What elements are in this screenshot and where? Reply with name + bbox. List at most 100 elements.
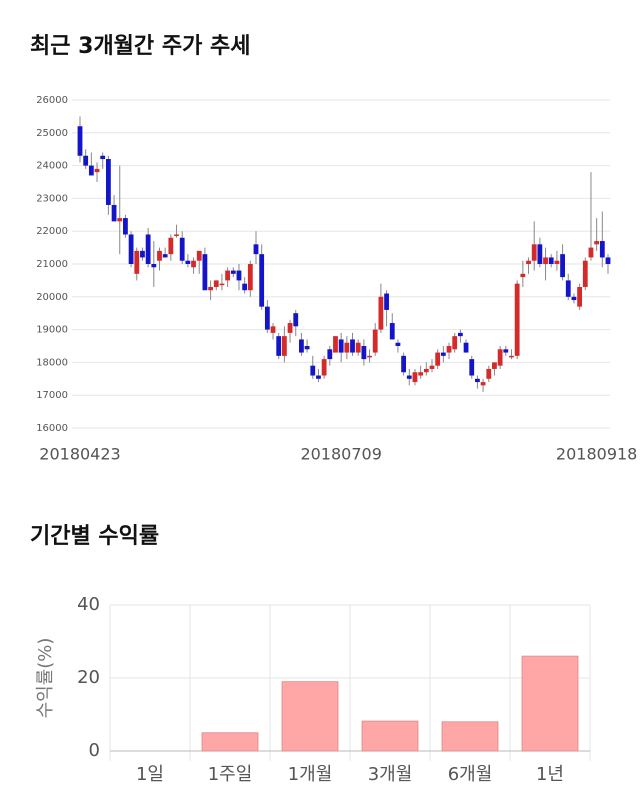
x-tick-label: 3개월 xyxy=(368,764,413,785)
candle-body xyxy=(429,365,435,369)
candle-body xyxy=(242,283,248,291)
candle-body xyxy=(378,296,384,330)
candle-body xyxy=(83,155,89,166)
candle-body xyxy=(509,355,514,358)
y-tick-label: 24000 xyxy=(36,161,68,172)
y-tick-label: 18000 xyxy=(36,357,68,368)
candle-body xyxy=(457,332,463,337)
candle-body xyxy=(503,349,509,353)
candle-body xyxy=(531,244,537,261)
candle-body xyxy=(174,234,179,236)
candle-body xyxy=(316,375,321,379)
candle-body xyxy=(418,372,424,376)
candle-body xyxy=(537,244,543,264)
candle-body xyxy=(247,264,253,291)
candle-body xyxy=(128,234,134,264)
candle-body xyxy=(111,204,117,222)
x-tick-label: 1주일 xyxy=(208,764,253,785)
y-tick-label: 19000 xyxy=(36,325,68,336)
candle-body xyxy=(605,257,611,264)
candle-body xyxy=(571,296,577,301)
y-tick-label: 17000 xyxy=(36,390,68,401)
x-tick-label: 1년 xyxy=(536,764,564,785)
candle-body xyxy=(446,346,452,353)
chart-title: 기간별 수익률 xyxy=(30,524,159,549)
candle-body xyxy=(338,339,344,353)
candle-body xyxy=(123,218,128,235)
y-tick-label: 23000 xyxy=(36,193,68,204)
x-tick-label: 1일 xyxy=(136,764,164,785)
candle-body xyxy=(117,218,123,222)
candle-body xyxy=(406,375,412,379)
candle-body xyxy=(401,355,407,373)
candle-body xyxy=(582,260,588,287)
candle-body xyxy=(264,306,270,330)
candle-body xyxy=(565,280,571,297)
candle-body xyxy=(440,352,446,356)
bar xyxy=(521,655,579,752)
x-tick-label: 20180423 xyxy=(39,445,120,464)
candle-body xyxy=(151,264,157,268)
candle-body xyxy=(134,250,140,274)
candle-body xyxy=(350,339,355,353)
y-tick-label: 20 xyxy=(77,667,100,688)
candle-body xyxy=(281,336,287,356)
y-tick-label: 40 xyxy=(77,594,100,615)
candle-body xyxy=(435,352,441,366)
candle-body xyxy=(554,260,560,264)
candle-body xyxy=(333,336,338,353)
candle-body xyxy=(526,260,531,264)
y-tick-label: 16000 xyxy=(36,423,68,434)
candle-body xyxy=(225,270,231,281)
candle-body xyxy=(191,260,196,268)
candle-body xyxy=(543,257,548,264)
candle-body xyxy=(185,260,191,264)
candle-body xyxy=(367,355,372,358)
candle-body xyxy=(293,313,299,327)
bar xyxy=(201,732,259,752)
candle-body xyxy=(259,254,265,307)
candle-body xyxy=(423,368,429,373)
candle-body xyxy=(599,241,605,258)
y-tick-label: 22000 xyxy=(36,226,68,237)
candle-body xyxy=(361,346,367,360)
candle-body xyxy=(276,336,282,356)
candle-body xyxy=(594,241,600,245)
candle-body xyxy=(548,257,554,264)
candle-body xyxy=(497,349,503,366)
candle-body xyxy=(492,362,497,369)
candle-body xyxy=(344,342,350,353)
candle-body xyxy=(145,234,151,264)
candle-body xyxy=(395,342,401,346)
y-tick-label: 26000 xyxy=(36,95,68,106)
y-tick-label: 0 xyxy=(89,740,100,761)
candle-body xyxy=(208,286,213,291)
candle-body xyxy=(270,326,276,333)
candle-body xyxy=(588,247,594,258)
y-tick-label: 25000 xyxy=(36,128,68,139)
candle-body xyxy=(168,237,174,255)
candle-body xyxy=(202,254,208,291)
candle-body xyxy=(140,250,145,258)
candle-body xyxy=(469,359,475,376)
x-tick-label: 1개월 xyxy=(288,764,333,785)
x-tick-label: 20180918 xyxy=(556,445,637,464)
candle-body xyxy=(355,342,361,353)
x-tick-label: 20180709 xyxy=(300,445,381,464)
y-tick-label: 21000 xyxy=(36,259,68,270)
candle-body xyxy=(196,250,202,261)
candle-body xyxy=(327,349,333,360)
candle-body xyxy=(157,250,162,261)
candle-body xyxy=(480,382,486,386)
candle-body xyxy=(463,342,469,353)
candle-body xyxy=(162,254,168,258)
candle-body xyxy=(299,339,304,353)
candle-body xyxy=(304,346,310,350)
candle-body xyxy=(77,126,83,156)
candle-body xyxy=(577,286,583,307)
bar xyxy=(281,681,339,752)
candle-body xyxy=(310,365,316,376)
candle-body xyxy=(236,270,242,281)
